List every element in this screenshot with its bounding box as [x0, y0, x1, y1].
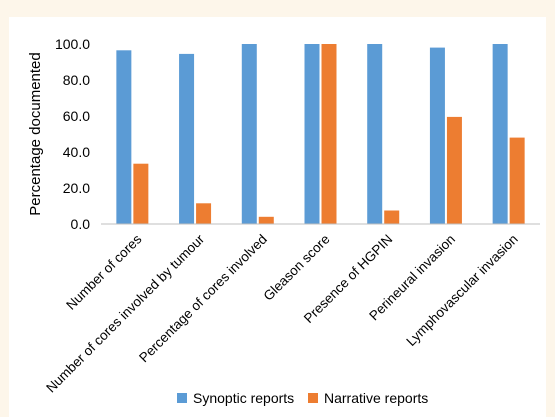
y-tick-label: 100.0 [55, 36, 90, 52]
y-tick-label: 60.0 [63, 108, 90, 124]
bar-synoptic [304, 44, 320, 224]
bar-synoptic [116, 50, 132, 224]
bar-narrative [446, 116, 462, 224]
legend-label: Synoptic reports [193, 390, 294, 406]
y-axis-label: Percentage documented [27, 52, 44, 215]
bar-narrative [384, 210, 400, 224]
bar-narrative [133, 163, 149, 224]
y-tick-label: 20.0 [63, 180, 90, 196]
bar-synoptic [492, 44, 508, 224]
legend-swatch [308, 393, 318, 403]
bar-narrative [196, 203, 212, 224]
bar-narrative [321, 44, 337, 224]
legend-swatch [177, 393, 187, 403]
x-category-label: Lymphovascular invasion [403, 232, 520, 349]
x-category-label: Gleason score [260, 232, 332, 304]
bar-synoptic [179, 53, 195, 225]
y-tick-label: 0.0 [71, 216, 91, 232]
bar-narrative [509, 137, 525, 224]
x-category-label: Percentage of cores involved [136, 232, 270, 366]
legend-label: Narrative reports [324, 390, 428, 406]
bars [116, 44, 525, 225]
y-tick-label: 40.0 [63, 144, 90, 160]
bar-narrative [258, 216, 274, 224]
y-axis: 0.0 20.0 40.0 60.0 80.0 100.0 [55, 36, 90, 232]
bar-synoptic [241, 44, 257, 224]
bar-synoptic [367, 44, 383, 224]
bar-synoptic [429, 47, 445, 224]
legend: Synoptic reports Narrative reports [177, 390, 428, 406]
y-tick-label: 80.0 [63, 72, 90, 88]
